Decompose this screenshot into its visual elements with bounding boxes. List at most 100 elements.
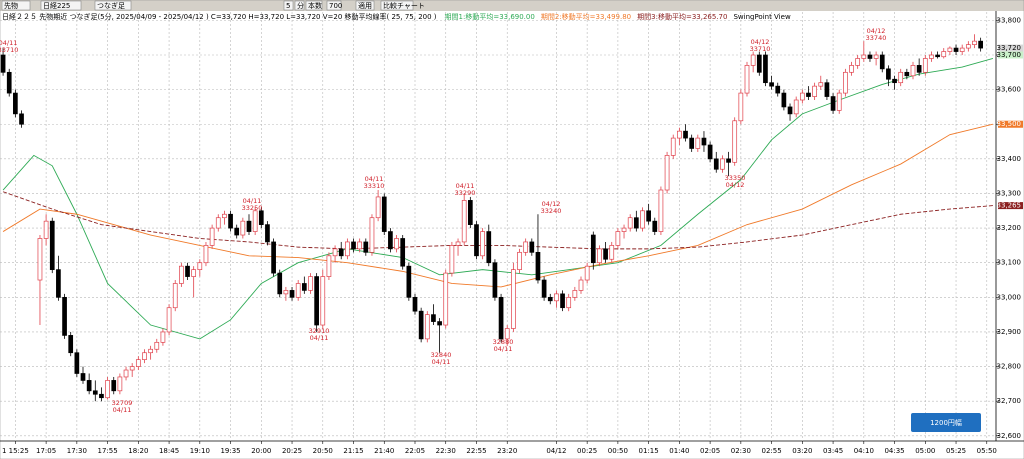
candle-body — [670, 137, 676, 156]
candle-body — [849, 65, 854, 73]
candle-body — [56, 269, 61, 298]
toolbar-button[interactable] — [294, 0, 305, 11]
candle-body — [713, 158, 719, 170]
candle-body — [283, 290, 289, 295]
swing-point-label: 04/11 — [113, 406, 132, 414]
range-button-label[interactable]: 1200円幅 — [930, 418, 962, 427]
swing-point-label: 04/12 — [542, 200, 561, 208]
candle-body — [418, 310, 424, 340]
toolbar-label[interactable]: 5 — [286, 2, 290, 10]
candle-body — [547, 296, 553, 302]
candle-body — [443, 272, 449, 326]
candle-body — [222, 213, 227, 219]
candle-body — [769, 82, 774, 87]
swing-point-label: 04/11 — [0, 39, 17, 47]
candle-body — [277, 272, 283, 295]
toolbar-button[interactable] — [380, 0, 414, 11]
y-tick-label: 33,200 — [997, 224, 1022, 232]
candle-body — [609, 245, 615, 260]
candle-body — [627, 217, 633, 229]
toolbar-button[interactable] — [40, 0, 82, 11]
candle-body — [215, 217, 221, 229]
x-tick-label: 01:15 — [639, 447, 659, 455]
candle-body — [763, 54, 768, 84]
swing-point-label: 32910 — [309, 327, 330, 335]
x-tick-label: 05:50 — [977, 447, 997, 455]
candle-body — [474, 224, 479, 257]
candle-body — [652, 220, 658, 232]
candle-body — [271, 241, 276, 274]
swing-point-label: 33350 — [725, 174, 746, 182]
candle-body — [707, 144, 713, 160]
x-tick-label: 00:25 — [577, 447, 597, 455]
candle-body — [74, 352, 80, 374]
candle-body — [879, 54, 885, 70]
swing-point-label: 04/12 — [867, 27, 886, 35]
swing-point-label: 32880 — [493, 338, 514, 346]
toolbar-label[interactable]: 分 — [297, 1, 304, 10]
candle-body — [332, 248, 338, 257]
toolbar-label[interactable]: 本数 — [308, 1, 322, 10]
swing-point-label: 33740 — [866, 34, 887, 42]
toolbar-button[interactable] — [1, 0, 31, 11]
toolbar-button[interactable] — [355, 0, 375, 11]
candle-body — [677, 130, 682, 139]
toolbar-button[interactable] — [283, 0, 294, 11]
candle-body — [646, 210, 651, 222]
x-tick-label: 17:30 — [67, 447, 87, 455]
candle-body — [492, 262, 498, 298]
candle-body — [172, 283, 178, 309]
y-tick-label: 33,300 — [997, 189, 1022, 197]
candle-body — [658, 189, 664, 232]
candle-body — [836, 92, 842, 111]
candle-body — [301, 283, 307, 291]
swing-point-label: 04/12 — [726, 181, 745, 189]
toolbar-button[interactable] — [94, 0, 132, 11]
swing-point-label: 04/11 — [365, 175, 384, 183]
candle-body — [351, 241, 356, 250]
candle-body — [572, 290, 578, 298]
x-tick-label: 03:20 — [792, 447, 812, 455]
candle-body — [615, 231, 621, 246]
price-label: 33,700 — [997, 51, 1022, 59]
x-tick-label: 22:55 — [466, 447, 486, 455]
candle-body — [437, 321, 442, 326]
candle-body — [873, 54, 879, 59]
candle-body — [750, 54, 756, 66]
view-label: SwingPoint View — [733, 13, 790, 21]
toolbar-label[interactable]: つなぎ足 — [97, 1, 125, 10]
candle-body — [13, 92, 18, 115]
ma-legend: 期間3:移動平均=33,265.70 — [637, 12, 727, 21]
candle-body — [154, 341, 160, 350]
x-tick-label: 22:05 — [405, 447, 425, 455]
candle-body — [578, 279, 584, 291]
candle-body — [486, 231, 492, 264]
candle-body — [922, 58, 928, 73]
toolbar-label[interactable]: 先物 — [4, 1, 18, 10]
candle-body — [117, 376, 123, 392]
candle-body — [6, 71, 12, 94]
candle-body — [424, 314, 430, 340]
toolbar-button[interactable] — [326, 0, 342, 11]
toolbar-label[interactable]: 比較チャート — [383, 1, 425, 10]
candle-body — [363, 241, 369, 253]
candle-body — [400, 238, 406, 267]
candle-body — [689, 137, 695, 149]
toolbar-button[interactable] — [305, 0, 323, 11]
candle-body — [590, 234, 596, 264]
toolbar-label[interactable]: 適用 — [358, 1, 372, 10]
candle-body — [664, 155, 670, 191]
x-tick-label: 05:00 — [915, 447, 935, 455]
x-tick-label: 1 15:25 — [2, 447, 29, 455]
swing-point-label: 04/12 — [751, 38, 770, 46]
candle-body — [388, 231, 393, 250]
toolbar-label[interactable]: 日経225 — [43, 1, 70, 10]
candle-body — [554, 293, 559, 302]
x-tick-label: 00:50 — [608, 447, 628, 455]
swing-point-label: 33710 — [750, 45, 771, 53]
toolbar-label[interactable]: 700 — [329, 2, 342, 10]
range-button[interactable] — [911, 413, 981, 432]
candle-body — [111, 380, 117, 392]
moving-average-line — [2, 58, 994, 340]
price-label: 33,265 — [997, 202, 1022, 210]
